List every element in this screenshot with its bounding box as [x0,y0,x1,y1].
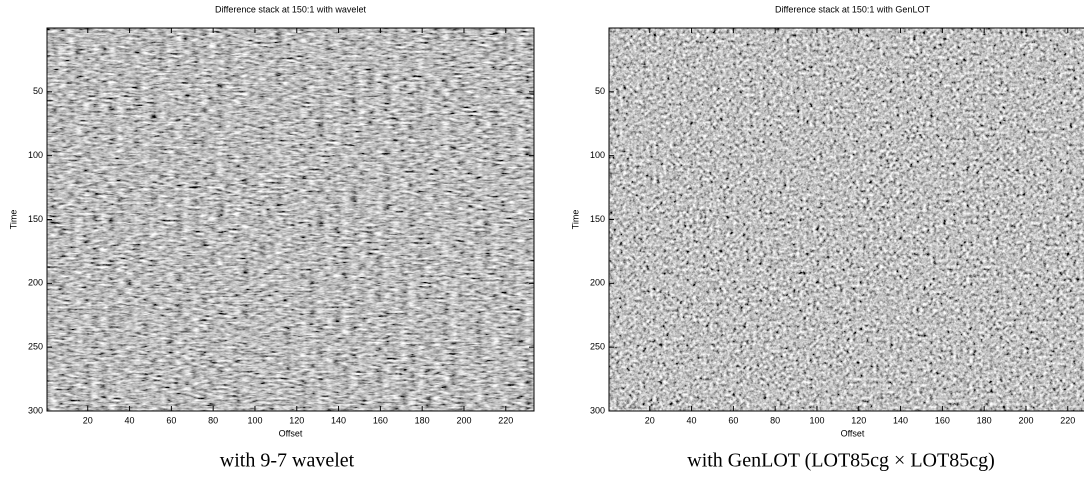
x-tick-label: 120 [851,415,866,425]
x-tick-label: 80 [208,415,218,425]
x-tick-label: 40 [125,415,135,425]
x-tick-label: 100 [247,415,262,425]
y-tick-label: 100 [28,150,43,160]
y-axis-label: Time [570,210,580,230]
y-axis-label: Time [8,210,18,230]
y-tick-label: 200 [590,278,605,288]
y-tick-label: 300 [28,405,43,415]
x-tick-label: 80 [770,415,780,425]
x-tick-label: 40 [687,415,697,425]
seismic-image [609,28,1084,411]
x-tick-label: 220 [498,415,513,425]
seismic-image [47,28,534,411]
x-axis-label: Offset [279,428,303,438]
caption: with 9-7 wavelet [220,450,355,472]
x-tick-label: 200 [1018,415,1033,425]
x-tick-label: 60 [166,415,176,425]
x-tick-label: 220 [1060,415,1075,425]
x-tick-label: 180 [415,415,430,425]
x-tick-label: 200 [456,415,471,425]
y-tick-label: 250 [28,342,43,352]
x-tick-label: 140 [331,415,346,425]
x-tick-label: 120 [289,415,304,425]
y-tick-label: 150 [590,214,605,224]
x-tick-label: 60 [728,415,738,425]
y-tick-label: 300 [590,405,605,415]
caption: with GenLOT (LOT85cg × LOT85cg) [687,450,995,472]
y-tick-label: 150 [28,214,43,224]
x-tick-label: 160 [373,415,388,425]
y-tick-label: 50 [595,86,605,96]
x-axis-label: Offset [841,428,865,438]
x-tick-label: 20 [645,415,655,425]
y-tick-label: 50 [33,86,43,96]
y-tick-label: 200 [28,278,43,288]
x-tick-label: 160 [935,415,950,425]
y-tick-label: 100 [590,150,605,160]
plot-title: Difference stack at 150:1 with GenLOT [775,4,930,14]
y-tick-label: 250 [590,342,605,352]
x-tick-label: 20 [83,415,93,425]
x-tick-label: 100 [809,415,824,425]
plot-title: Difference stack at 150:1 with wavelet [215,4,366,14]
x-tick-label: 140 [893,415,908,425]
x-tick-label: 180 [977,415,992,425]
